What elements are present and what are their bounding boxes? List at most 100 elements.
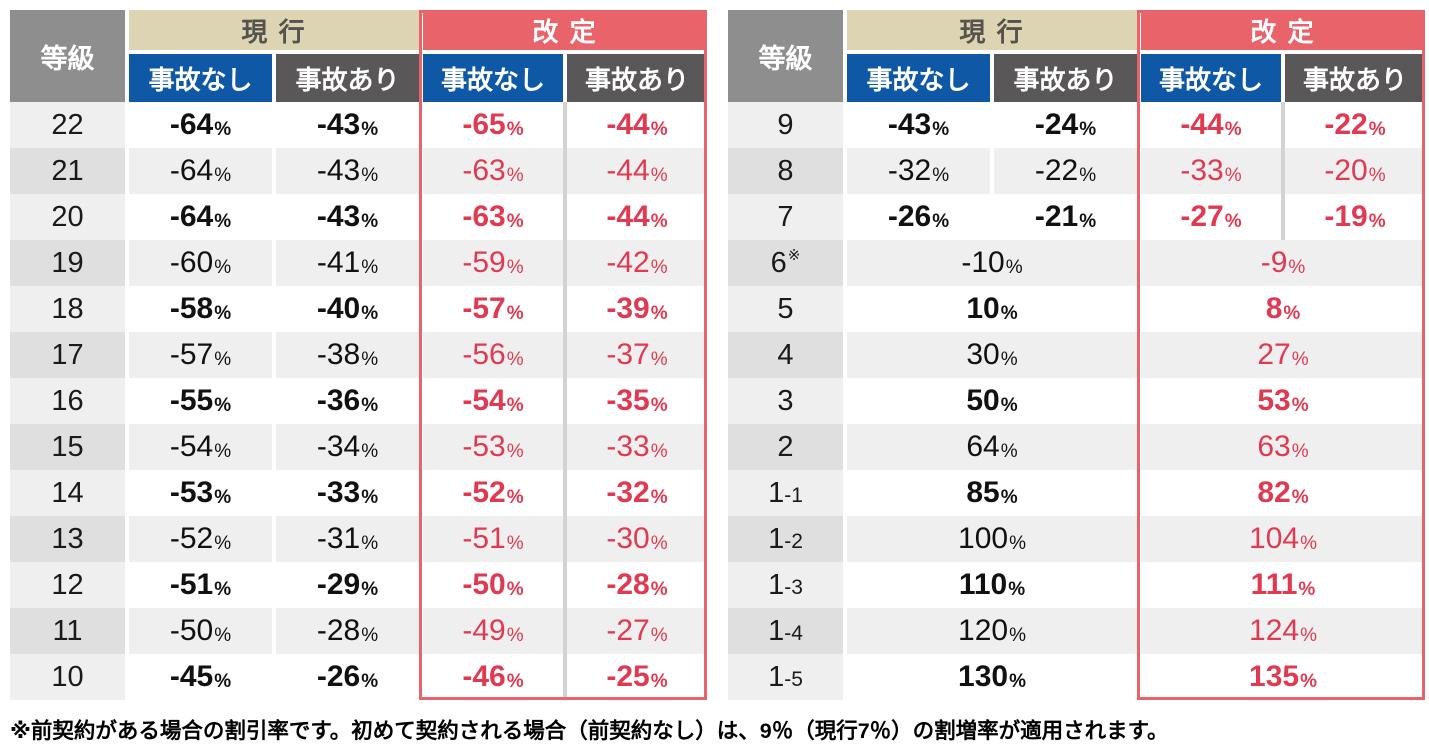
percent-symbol: % <box>361 486 379 508</box>
table-row: 21 -64% -43% -63% -44% <box>10 148 707 194</box>
percent-symbol: % <box>214 348 232 370</box>
percent-symbol: % <box>506 348 524 370</box>
grade-rate-table-right: 等級 現 行 改 定 事故なし 事故あり 事故なし 事故あり 9 -43% -24%… <box>728 10 1425 700</box>
grade-cell: 13 <box>10 516 125 562</box>
grade-value: 6 <box>770 246 787 279</box>
rate-value: -52 <box>462 476 506 509</box>
percent-symbol: % <box>650 670 668 692</box>
revised-rate-cell: -27% <box>567 608 707 654</box>
percent-symbol: % <box>506 302 524 324</box>
rate-value: -51 <box>169 568 214 601</box>
grade-cell: 10 <box>10 654 125 700</box>
revised-rate-cell: 53% <box>1141 378 1425 424</box>
percent-symbol: % <box>506 624 524 646</box>
column-divider <box>563 516 567 562</box>
revised-rate-cell: -27% <box>1141 194 1281 240</box>
grade-value: 9 <box>777 108 794 141</box>
percent-symbol: % <box>1291 394 1309 416</box>
current-rate-cell: -64% <box>129 102 272 148</box>
percent-symbol: % <box>214 670 232 692</box>
table-row: 5 10% 8% <box>728 286 1425 332</box>
table-row: 1 -3 110% 111% <box>728 562 1425 608</box>
grade-value: 22 <box>51 108 84 141</box>
current-rate-cell: -60% <box>129 240 272 286</box>
percent-symbol: % <box>1291 440 1309 462</box>
table-row: 10 -45% -26% -46% -25% <box>10 654 707 700</box>
with-accident-label: 事故あり <box>295 64 400 95</box>
rate-value: -44 <box>606 108 650 141</box>
rate-value: -53 <box>462 430 506 463</box>
grade-cell: 12 <box>10 562 125 608</box>
revised-rate-cell: -54% <box>423 378 563 424</box>
percent-symbol: % <box>506 578 524 600</box>
rate-value: -24 <box>1034 108 1079 141</box>
table-row: 9 -43% -24% -44% -22% <box>728 102 1425 148</box>
revised-rate-cell: 111% <box>1141 562 1425 608</box>
column-divider <box>563 470 567 516</box>
revised-rate-cell: -65% <box>423 102 563 148</box>
table-row: 4 30% 27% <box>728 332 1425 378</box>
percent-symbol: % <box>506 394 524 416</box>
revised-rate-cell: 135% <box>1141 654 1425 700</box>
rate-value: 100 <box>958 522 1009 555</box>
rate-value: -43 <box>887 108 932 141</box>
table-body: 22 -64% -43% -65% -44% 21 -64% -43% -63% -44% 20 -6… <box>10 102 707 700</box>
grade-value: 14 <box>51 476 84 509</box>
revised-rate-cell: -33% <box>1141 148 1281 194</box>
percent-symbol: % <box>506 256 524 278</box>
revised-with-accident-header: 事故あり <box>1285 54 1425 102</box>
grade-value: 10 <box>51 660 84 693</box>
grade-cell: 1 -5 <box>728 654 843 700</box>
table-header: 等級 現 行 改 定 事故なし 事故あり 事故なし 事故あり <box>10 10 707 102</box>
current-header-label: 現 行 <box>241 16 307 47</box>
current-rate-cell: 110% <box>847 562 1137 608</box>
grade-value: 1 <box>768 522 785 555</box>
rate-value: -28 <box>316 614 361 647</box>
rate-value: 53 <box>1257 384 1291 417</box>
current-rate-cell: -29% <box>276 562 419 608</box>
current-rate-cell: 50% <box>847 378 1137 424</box>
percent-symbol: % <box>214 578 232 600</box>
rate-value: -22 <box>1324 108 1368 141</box>
rate-value: 27 <box>1257 338 1291 371</box>
grade-value: 1 <box>768 660 785 693</box>
rate-value: -10 <box>961 246 1005 279</box>
current-header: 現 行 <box>847 10 1137 50</box>
current-rate-cell: -43% <box>276 102 419 148</box>
column-divider <box>1281 194 1285 240</box>
grade-sub-value: -2 <box>784 530 803 553</box>
revised-rate-cell: -30% <box>567 516 707 562</box>
rate-value: 10 <box>966 292 1000 325</box>
rate-value: -9 <box>1260 246 1288 279</box>
current-rate-cell: -26% <box>847 194 990 240</box>
grade-value: 2 <box>777 430 794 463</box>
revised-no-accident-header: 事故なし <box>1141 54 1281 102</box>
grade-cell: 1 -2 <box>728 516 843 562</box>
rate-value: -44 <box>606 154 650 187</box>
percent-symbol: % <box>214 256 232 278</box>
grade-cell: 2 <box>728 424 843 470</box>
revised-rate-cell: -44% <box>1141 102 1281 148</box>
rate-value: -26 <box>887 200 932 233</box>
revised-rate-cell: -32% <box>567 470 707 516</box>
column-divider <box>563 332 567 378</box>
percent-symbol: % <box>1291 348 1309 370</box>
table-row: 1 -5 130% 135% <box>728 654 1425 700</box>
rate-value: -39 <box>606 292 650 325</box>
grade-value: 7 <box>777 200 794 233</box>
revised-rate-cell: -59% <box>423 240 563 286</box>
revised-rate-cell: -9% <box>1141 240 1425 286</box>
current-rate-cell: -55% <box>129 378 272 424</box>
grade-cell: 1 -3 <box>728 562 843 608</box>
current-rate-cell: -24% <box>994 102 1137 148</box>
current-rate-cell: -64% <box>129 148 272 194</box>
table-row: 6 ※ -10% -9% <box>728 240 1425 286</box>
rate-value: 120 <box>958 614 1009 647</box>
percent-symbol: % <box>1298 578 1316 600</box>
grade-value: 19 <box>51 246 84 279</box>
current-rate-cell: -33% <box>276 470 419 516</box>
revised-rate-cell: -51% <box>423 516 563 562</box>
current-rate-cell: -51% <box>129 562 272 608</box>
percent-symbol: % <box>932 210 950 232</box>
percent-symbol: % <box>1368 164 1386 186</box>
